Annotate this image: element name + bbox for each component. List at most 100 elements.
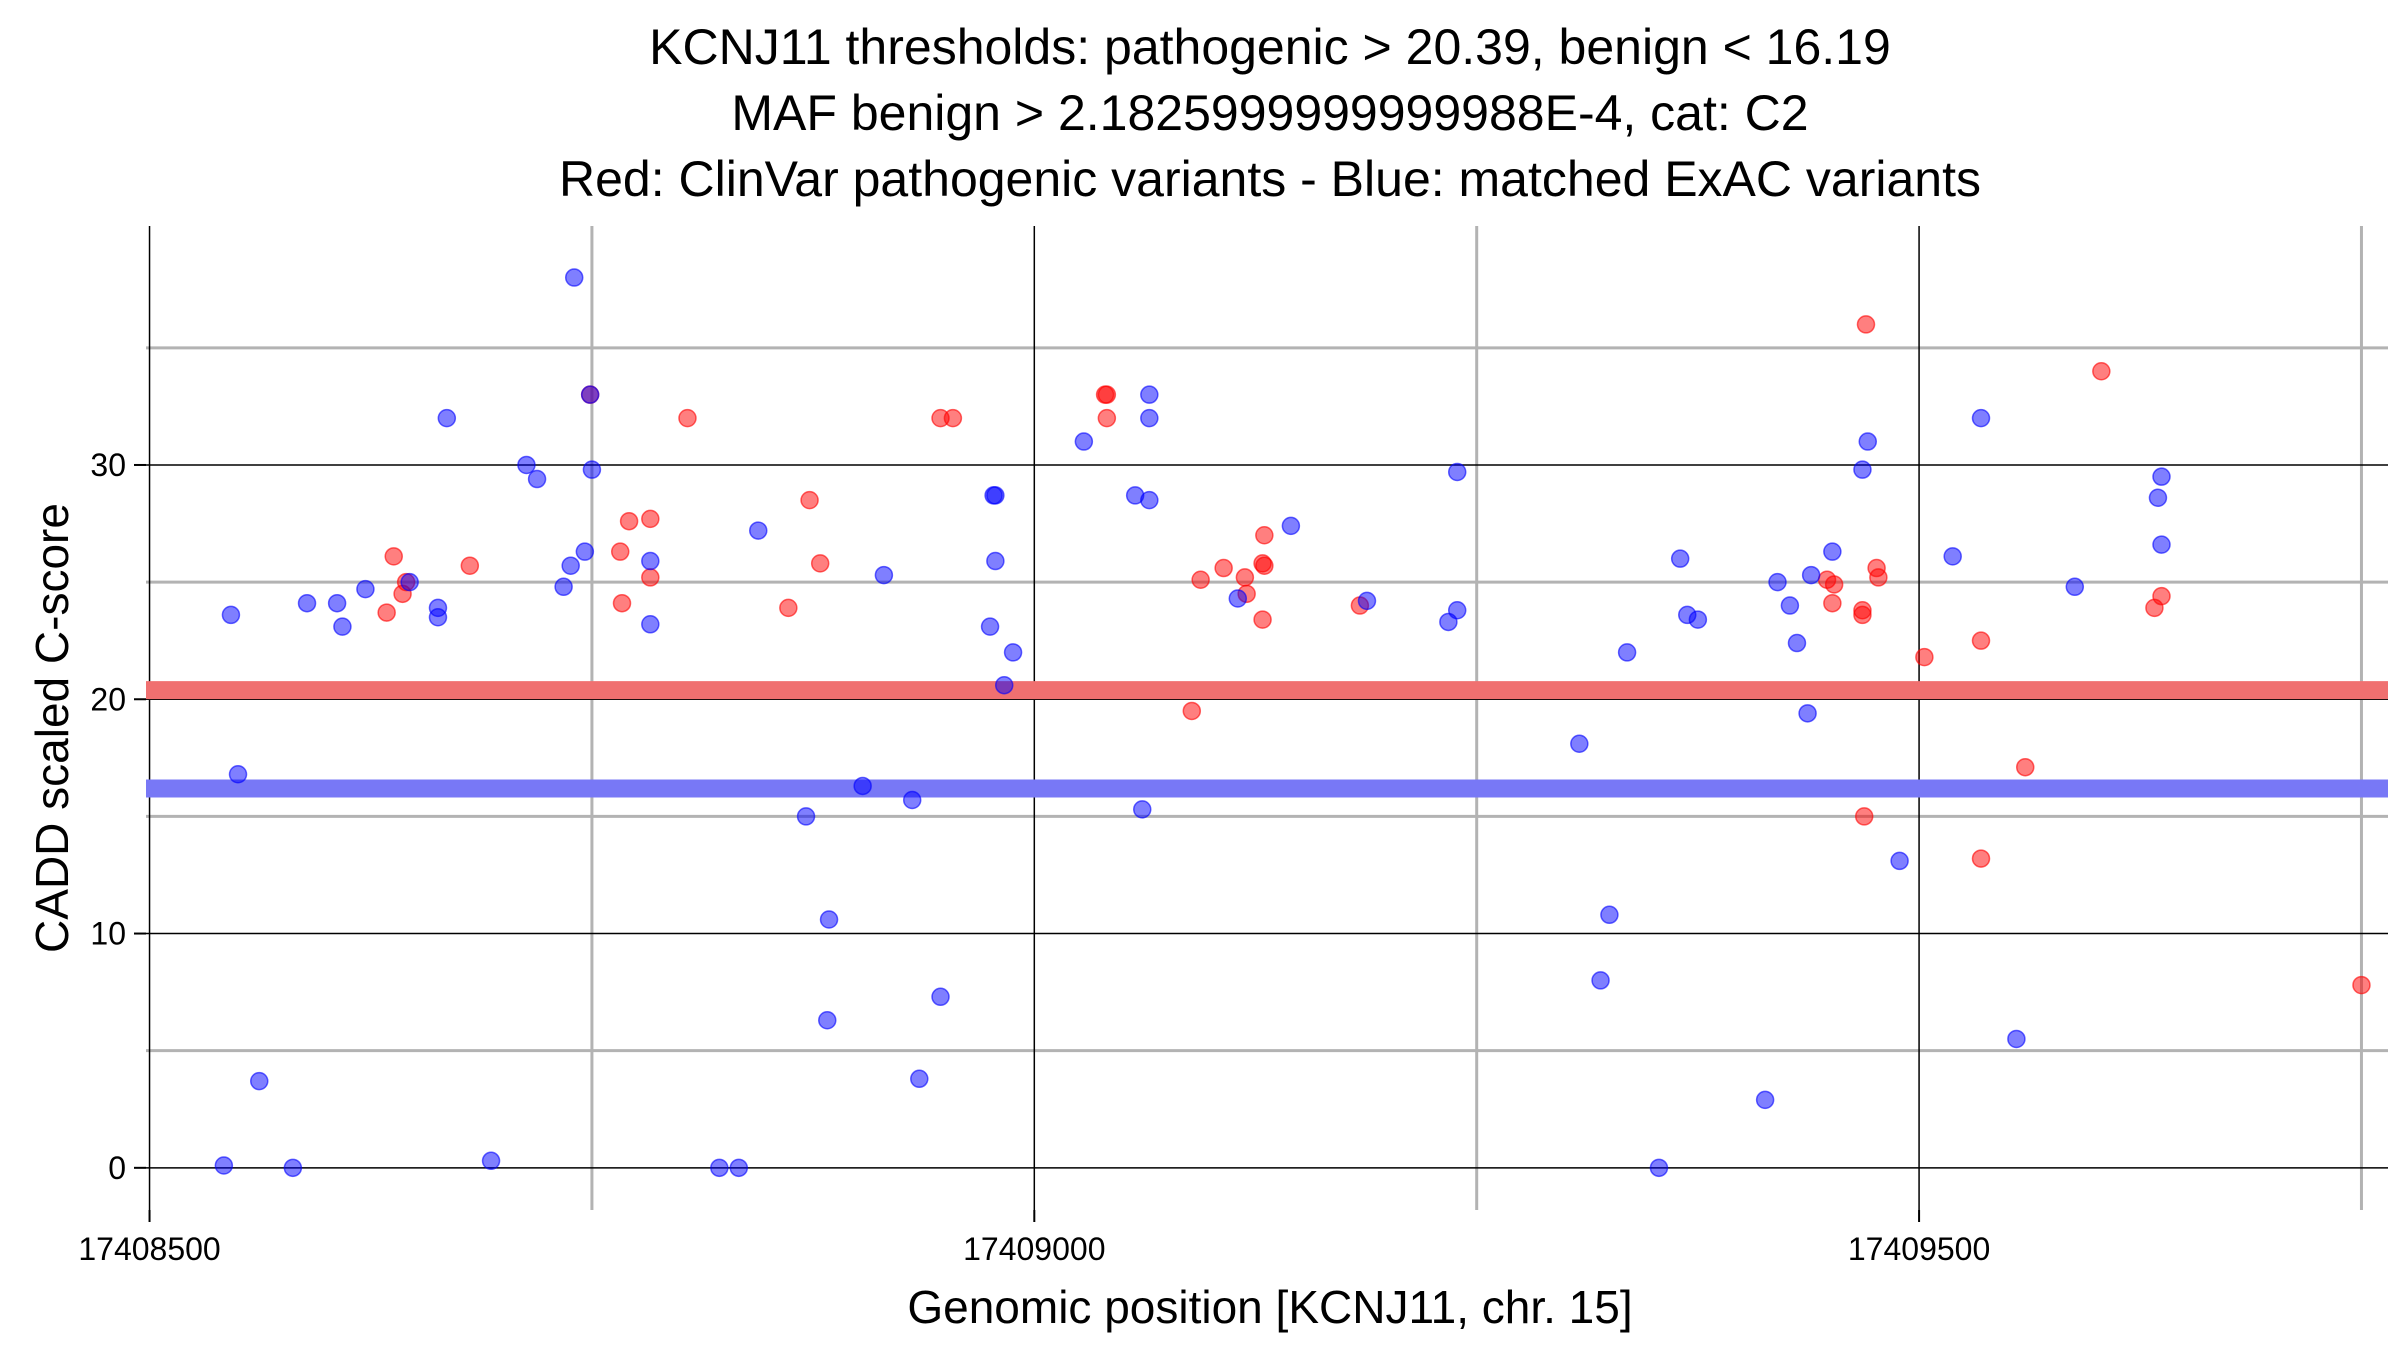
benign-point-60	[1688, 610, 1708, 629]
benign-point-68	[1858, 432, 1878, 451]
x-axis-label: Genomic position [KCNJ11, chr. 15]	[907, 1281, 1632, 1333]
pathogenic-point-41	[1971, 849, 1991, 868]
benign-point-41	[1074, 432, 1094, 451]
benign-point-28	[819, 910, 839, 929]
benign-point-72	[1971, 408, 1991, 428]
pathogenic-point-34	[1853, 605, 1872, 625]
pathogenic-point-16	[943, 408, 963, 428]
benign-point-11	[428, 608, 448, 627]
pathogenic-point-21	[1191, 570, 1210, 590]
y-tick-label-20: 20	[90, 681, 126, 717]
benign-point-54	[1591, 971, 1610, 990]
y-tick-label-30: 30	[90, 447, 126, 483]
benign-point-13	[481, 1151, 501, 1171]
pathogenic-point-28	[1253, 610, 1272, 629]
threshold-lines	[146, 681, 2388, 798]
benign-point-0	[214, 1156, 234, 1175]
benign-point-44	[1140, 385, 1159, 404]
pathogenic-point-9	[641, 509, 660, 529]
benign-point-77	[2152, 535, 2171, 554]
pathogenic-point-45	[2145, 598, 2164, 618]
benign-point-30	[853, 776, 872, 796]
pathogenic-point-20	[1182, 701, 1202, 721]
pathogenic-point-8	[612, 593, 632, 613]
pathogenic-point-40	[1971, 631, 1991, 650]
benign-point-63	[1780, 596, 1800, 615]
benign-point-58	[1670, 549, 1690, 568]
chart-title: KCNJ11 thresholds: pathogenic > 20.39, b…	[559, 19, 1981, 207]
pathogenic-point-4	[460, 556, 480, 575]
benign-point-25	[729, 1158, 749, 1178]
benign-point-62	[1768, 572, 1787, 592]
benign-point-24	[710, 1158, 729, 1178]
y-tick-label-10: 10	[90, 916, 126, 952]
benign-point-46	[1132, 800, 1152, 819]
benign-point-48	[1281, 516, 1301, 536]
pathogenic-point-42	[2015, 757, 2035, 777]
benign-point-55	[1600, 905, 1619, 925]
x-tick-label-17409500: 17409500	[1848, 1231, 1990, 1267]
x-axis-ticks: 17408500 17409000 17409500	[78, 1210, 1990, 1267]
benign-point-16	[554, 577, 573, 597]
benign-point-38	[980, 617, 1000, 636]
benign-point-56	[1617, 643, 1637, 662]
benign-point-40	[994, 675, 1014, 695]
benign-point-34	[931, 987, 950, 1007]
title-line-1: KCNJ11 thresholds: pathogenic > 20.39, b…	[649, 19, 1891, 75]
benign-point-9	[400, 572, 419, 592]
title-line-3: Red: ClinVar pathogenic variants - Blue:…	[559, 151, 1981, 207]
benign-point-65	[1798, 704, 1817, 723]
pathogenic-point-6	[610, 542, 630, 561]
pathogenic-point-38	[1869, 568, 1888, 587]
benign-point-4	[283, 1158, 303, 1178]
benign-point-27	[796, 807, 816, 826]
benign-point-45	[1140, 408, 1159, 428]
benign-point-76	[2148, 488, 2168, 508]
pathogenic-point-35	[1854, 807, 1874, 826]
pathogenic-point-27	[1255, 526, 1274, 545]
benign-point-36	[984, 486, 1003, 505]
benign-point-18	[564, 268, 584, 287]
benign-point-70	[1890, 851, 1909, 871]
benign-point-5	[297, 593, 317, 613]
benign-point-66	[1801, 565, 1821, 585]
pathogenic-point-7	[619, 511, 639, 531]
pathogenic-point-11	[678, 408, 697, 428]
benign-point-3	[250, 1071, 269, 1091]
benign-point-22	[641, 551, 660, 571]
benign-point-57	[1649, 1158, 1669, 1178]
benign-point-69	[1853, 460, 1872, 479]
benign-point-29	[818, 1010, 837, 1030]
y-axis-ticks: 0 10 20 30	[90, 447, 146, 1186]
benign-point-1	[221, 605, 241, 625]
benign-point-2	[228, 764, 248, 784]
pathogenic-point-0	[384, 547, 403, 566]
pathogenic-point-19	[1097, 385, 1117, 404]
pathogenic-point-43	[2092, 362, 2111, 381]
x-tick-label-17408500: 17408500	[78, 1231, 220, 1267]
grid-minor	[146, 226, 2388, 1210]
pathogenic-point-23	[1235, 568, 1255, 587]
benign-point-33	[910, 1069, 929, 1089]
benign-point-43	[1140, 490, 1159, 510]
benign-point-39	[1003, 643, 1023, 662]
pathogenic-point-22	[1214, 558, 1233, 578]
benign-point-53	[1570, 734, 1589, 754]
benign-point-32	[902, 790, 922, 810]
benign-point-7	[333, 617, 352, 636]
pathogenic-point-31	[1824, 575, 1844, 594]
benign-point-75	[2152, 467, 2171, 486]
pathogenic-point-14	[779, 598, 798, 618]
pathogenic-point-46	[2352, 975, 2371, 995]
benign-point-21	[582, 460, 602, 479]
pathogenic-point-13	[810, 554, 830, 573]
benign-point-17	[561, 556, 580, 575]
benign-point-73	[2007, 1029, 2026, 1049]
benign-point-52	[1447, 462, 1467, 482]
y-tick-label-0: 0	[108, 1150, 126, 1186]
benign-point-51	[1447, 600, 1467, 620]
x-tick-label-17409000: 17409000	[963, 1231, 1105, 1267]
benign-point-49	[1357, 591, 1377, 611]
